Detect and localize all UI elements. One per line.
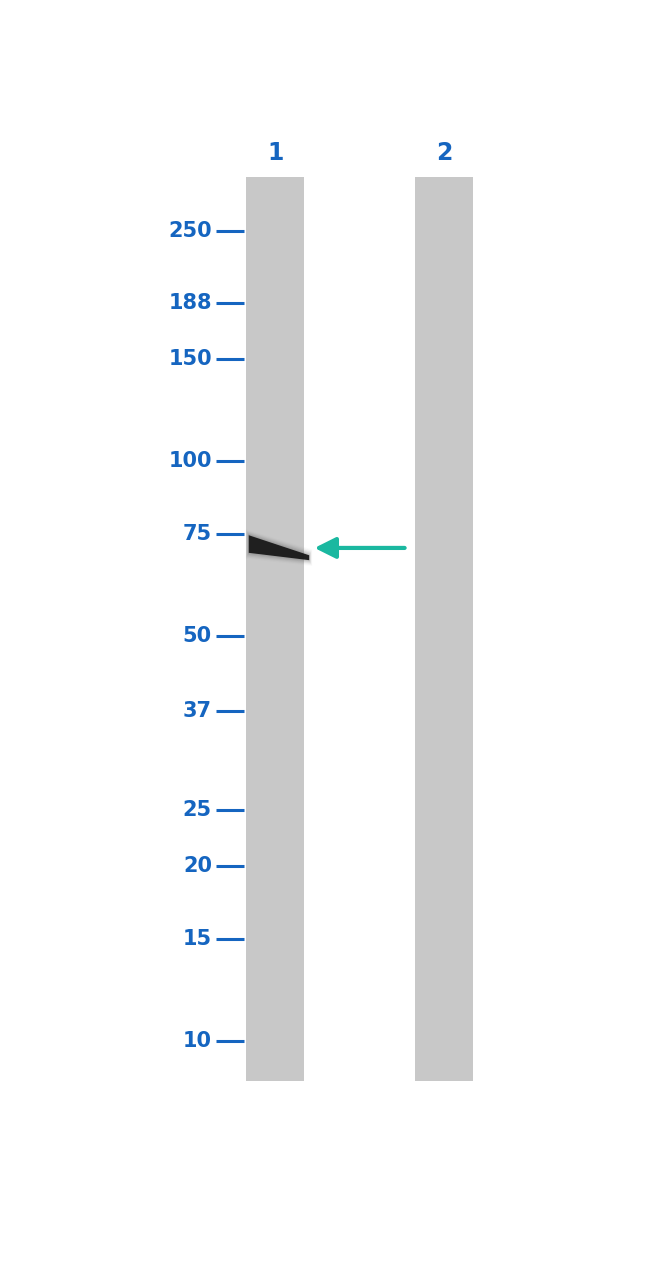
Text: 10: 10 bbox=[183, 1030, 212, 1050]
Polygon shape bbox=[248, 533, 311, 563]
Text: 188: 188 bbox=[168, 292, 212, 312]
Text: 250: 250 bbox=[168, 221, 212, 241]
Text: 2: 2 bbox=[436, 141, 452, 165]
Bar bbox=[415, 177, 473, 1082]
Polygon shape bbox=[247, 532, 311, 564]
Text: 1: 1 bbox=[267, 141, 283, 165]
Text: 25: 25 bbox=[183, 800, 212, 820]
Text: 15: 15 bbox=[183, 928, 212, 949]
Text: 100: 100 bbox=[168, 451, 212, 471]
Polygon shape bbox=[248, 535, 310, 561]
Bar bbox=[246, 177, 304, 1082]
Text: 20: 20 bbox=[183, 856, 212, 876]
Text: 50: 50 bbox=[183, 626, 212, 645]
Text: 75: 75 bbox=[183, 523, 212, 544]
Text: 37: 37 bbox=[183, 701, 212, 721]
Text: 150: 150 bbox=[168, 349, 212, 370]
Polygon shape bbox=[249, 535, 309, 560]
